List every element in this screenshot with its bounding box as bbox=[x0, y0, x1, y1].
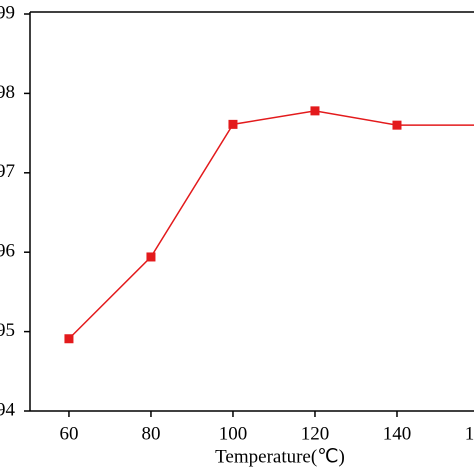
y-tick-label: 99 bbox=[0, 2, 15, 23]
x-axis-label: Temperature(℃) bbox=[215, 446, 345, 467]
x-tick-label: 120 bbox=[301, 423, 330, 444]
marker bbox=[146, 252, 156, 262]
x-tick-label: 60 bbox=[59, 423, 78, 444]
y-tick-label: 97 bbox=[0, 161, 15, 182]
x-tick-label: 100 bbox=[219, 423, 248, 444]
x-tick-label: 80 bbox=[141, 423, 160, 444]
marker bbox=[228, 119, 238, 129]
y-tick-label: 96 bbox=[0, 241, 15, 262]
marker bbox=[392, 120, 402, 130]
line bbox=[68, 110, 474, 340]
x-tick-label: 160 bbox=[465, 423, 474, 444]
x-tick-label: 140 bbox=[383, 423, 412, 444]
y-tick-label: 98 bbox=[0, 82, 15, 103]
y-tick-label: 94 bbox=[0, 399, 16, 420]
marker bbox=[64, 334, 74, 344]
y-tick-label: 95 bbox=[0, 320, 15, 341]
marker bbox=[310, 106, 320, 116]
